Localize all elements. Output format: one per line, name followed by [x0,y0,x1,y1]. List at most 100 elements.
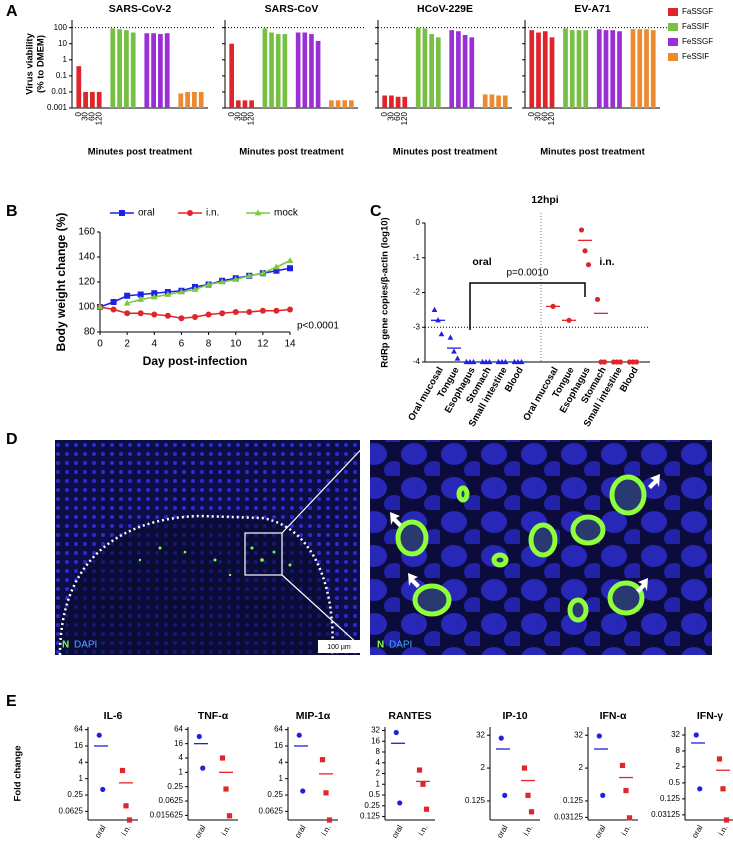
x-tick-label: 4 [152,339,158,350]
y-tick-label: 120 [78,277,95,288]
y-tick-label: 100 [78,302,95,313]
marker [219,755,226,761]
x-tick-label: 60 [88,111,97,120]
marker [96,732,102,738]
y-tick-label: 10 [58,39,67,48]
x-tick-label: i.n. [416,824,429,838]
y-axis-label: RdRp gene copies/β-actin (log10) [380,217,391,367]
bar [235,100,241,108]
marker [431,306,438,312]
zoom-line [281,439,371,534]
marker [226,813,233,819]
marker [693,732,699,738]
y-tick-label: 1 [179,767,184,776]
y-tick-label: 0.125 [563,796,584,805]
x-tick-label: oral [390,823,405,839]
x-tick-label: i.n. [319,824,332,838]
y-tick-label: 0.03125 [554,812,583,821]
bar [630,29,636,108]
marker [196,733,202,740]
annotation: p=0.0010 [507,268,549,279]
bar [198,91,204,108]
marker [223,786,229,792]
x-tick-label: 10 [230,339,242,350]
marker [498,735,504,741]
marker [447,334,454,340]
panel-label: E [6,693,17,710]
marker [205,280,212,287]
marker [232,309,239,315]
marker [286,257,294,264]
bar [603,30,609,109]
stain-label: DAPI [74,640,97,651]
y-tick-label: 32 [476,730,485,739]
bar [650,30,656,109]
legend-swatch [668,53,678,61]
bar [90,91,95,108]
bar [482,94,488,108]
bar [117,29,122,108]
chart-title: IL-6 [104,710,123,722]
marker [423,806,430,812]
y-tick-label: 0 [416,218,421,227]
infected-cells [395,474,647,623]
panel-label: A [6,3,18,20]
y-tick-label: -1 [413,253,421,262]
y-axis-label: Virus viability [25,32,36,94]
stain-label: N [62,640,69,651]
marker [123,803,129,809]
marker [525,792,531,798]
marker [164,290,172,297]
marker [219,310,226,317]
bar [415,27,421,108]
x-tick-label: 60 [540,111,549,120]
bar [282,34,288,108]
arrows [390,474,660,593]
bar [382,95,388,108]
x-tick-label: oral [293,823,308,839]
bar [130,32,136,108]
marker [454,355,461,361]
x-tick-label: 120 [94,111,103,125]
y-tick-label: 2 [676,762,681,771]
chart-title: TNF-α [198,710,229,722]
y-tick-label: 8 [376,747,381,756]
x-tick-label: 14 [284,339,296,350]
marker [273,267,280,274]
chart-title: HCoV-229E [417,3,473,15]
bar [349,100,354,108]
group-label: oral [472,256,491,268]
y-tick-label: 0.125 [360,812,381,821]
marker [319,757,326,763]
bar [96,91,102,108]
marker [619,762,626,769]
marker [192,314,198,320]
bar [583,30,589,109]
bar [563,28,568,108]
marker [300,788,306,794]
x-tick-label: i.n. [219,824,232,838]
zoom-box [244,532,283,576]
x-tick-label: i.n. [119,824,132,838]
y-tick-label: 4 [79,757,84,766]
bracket [469,282,586,330]
bar [144,33,150,108]
marker [110,306,117,313]
bar [456,31,461,108]
y-tick-label: -2 [413,288,421,297]
marker [137,295,145,302]
bar [569,30,575,109]
bar [151,33,156,108]
scale-bar-label: 100 µm [327,644,351,651]
bar [315,40,321,108]
stain-label: N [377,640,384,651]
bar [637,29,643,108]
chart-title: 12hpi [531,194,559,206]
annotation: p<0.0001 [297,321,339,332]
marker [296,732,302,738]
x-tick-label: 60 [240,111,249,120]
bar [192,91,197,108]
marker [416,767,423,773]
legend-label: FeSSIF [682,52,709,61]
stain-label: DAPI [389,640,412,651]
